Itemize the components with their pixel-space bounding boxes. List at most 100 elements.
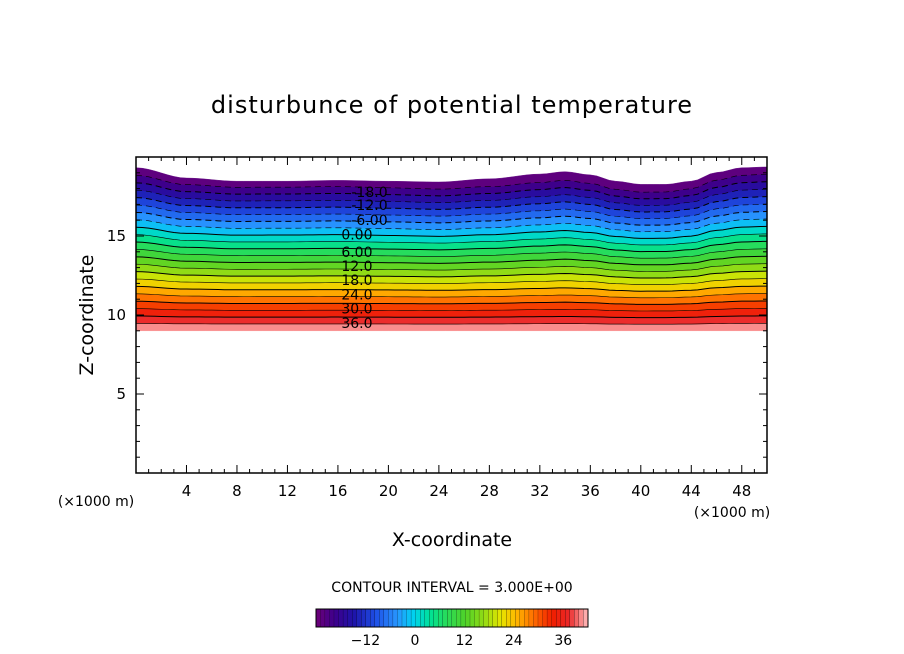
x-tick-label: 4 — [182, 482, 192, 500]
colorbar-swatch — [470, 609, 475, 627]
colorbar-tick-label: 0 — [410, 633, 419, 649]
colorbar-swatch — [433, 609, 439, 627]
contour-label: 6.00 — [341, 245, 372, 261]
contour-line — [136, 233, 767, 246]
colorbar-swatch — [551, 609, 557, 627]
contour-lines-layer — [136, 173, 767, 325]
colorbar-swatch — [560, 609, 566, 627]
colorbar-swatch — [529, 609, 534, 627]
colorbar-tick-label: 36 — [554, 633, 572, 649]
contour-label: 12.0 — [341, 259, 372, 275]
colorbar-swatch — [483, 609, 489, 627]
contour-line — [136, 248, 767, 259]
colorbar-swatch — [442, 609, 448, 627]
contour-line — [136, 263, 767, 272]
colorbar-swatch — [515, 609, 521, 627]
contour-line — [136, 270, 767, 279]
colorbar-swatch — [429, 609, 435, 627]
colorbar-swatch — [556, 609, 562, 627]
colorbar-swatch — [492, 609, 498, 627]
colorbar-swatch — [316, 609, 321, 627]
contour-label: 0.00 — [341, 227, 372, 243]
x-axis-unit: (×1000 m) — [694, 505, 770, 521]
colorbar-swatch — [542, 609, 548, 627]
contour-line — [136, 323, 767, 325]
colorbar-swatch — [370, 609, 376, 627]
x-tick-label: 12 — [278, 482, 297, 500]
colorbar-swatch — [329, 609, 335, 627]
colorbar-frame — [315, 608, 589, 628]
x-tick-label: 20 — [379, 482, 398, 500]
y-tick-label: 15 — [107, 227, 126, 245]
colorbar-swatch — [365, 609, 371, 627]
contour-line — [136, 196, 767, 213]
colorbar-swatch — [334, 609, 339, 627]
colorbar: −12 0 12 24 36 — [315, 608, 589, 649]
colorbar-swatch — [501, 609, 507, 627]
x-tick-label: 32 — [530, 482, 549, 500]
contour-label: -6.00 — [351, 213, 387, 229]
y-tick-label: 10 — [107, 306, 126, 324]
contour-label: 24.0 — [341, 288, 372, 304]
contour-line — [136, 315, 767, 319]
contour-line — [136, 300, 767, 305]
contour-label: 36.0 — [341, 316, 372, 332]
colorbar-tick-label: −12 — [351, 633, 381, 649]
colorbar-swatch — [338, 609, 344, 627]
chart-title: disturbunce of potential temperature — [211, 91, 693, 119]
x-tick-label: 40 — [631, 482, 650, 500]
colorbar-swatch — [506, 609, 512, 627]
colorbar-swatch — [343, 609, 349, 627]
contour-line — [136, 255, 767, 266]
colorbar-swatch — [320, 609, 326, 627]
colorbar-swatch — [374, 609, 380, 627]
contour-label: -12.0 — [351, 198, 387, 214]
colorbar-swatch — [388, 609, 394, 627]
colorbar-swatch — [520, 609, 525, 627]
x-tick-label: 48 — [732, 482, 751, 500]
colorbar-swatch — [406, 609, 412, 627]
colorbar-swatch — [411, 609, 417, 627]
contour-line — [136, 211, 767, 226]
colorbar-swatch — [533, 609, 539, 627]
contour-line — [136, 203, 767, 219]
x-tick-label: 8 — [232, 482, 242, 500]
y-axis-label: Z-coordinate — [76, 255, 98, 376]
colorbar-swatch — [384, 609, 389, 627]
contour-line — [136, 293, 767, 299]
colorbar-swatch — [452, 609, 457, 627]
colorbar-swatch — [447, 609, 453, 627]
colorbar-swatch — [574, 609, 580, 627]
colorbar-swatch — [497, 609, 503, 627]
x-tick-label: 24 — [429, 482, 448, 500]
contour-label: 18.0 — [341, 273, 372, 289]
contour-line — [136, 240, 767, 253]
colorbar-swatch — [393, 609, 398, 627]
contour-line — [136, 218, 767, 233]
colorbar-swatch — [397, 609, 403, 627]
colorbar-swatch — [415, 609, 421, 627]
contour-line — [136, 308, 767, 312]
colorbar-swatch — [438, 609, 444, 627]
contour-line — [136, 225, 767, 239]
contour-line — [136, 285, 767, 292]
colorbar-swatch — [583, 609, 589, 627]
colorbar-swatch — [347, 609, 353, 627]
colorbar-swatch — [524, 609, 530, 627]
colorbar-swatch — [547, 609, 553, 627]
contour-label: -18.0 — [351, 185, 387, 201]
x-axis-label: X-coordinate — [392, 529, 512, 551]
contour-interval-label: CONTOUR INTERVAL = 3.000E+00 — [331, 580, 572, 596]
colorbar-swatch — [565, 609, 571, 627]
colorbar-swatch — [538, 609, 543, 627]
colorbar-swatch — [461, 609, 466, 627]
colorbar-swatch — [510, 609, 516, 627]
colorbar-swatch — [465, 609, 471, 627]
colorbar-swatch — [474, 609, 480, 627]
colorbar-tick-label: 24 — [505, 633, 523, 649]
x-tick-label: 16 — [328, 482, 347, 500]
y-axis-unit: (×1000 m) — [58, 494, 134, 510]
colorbar-swatch — [578, 609, 584, 627]
